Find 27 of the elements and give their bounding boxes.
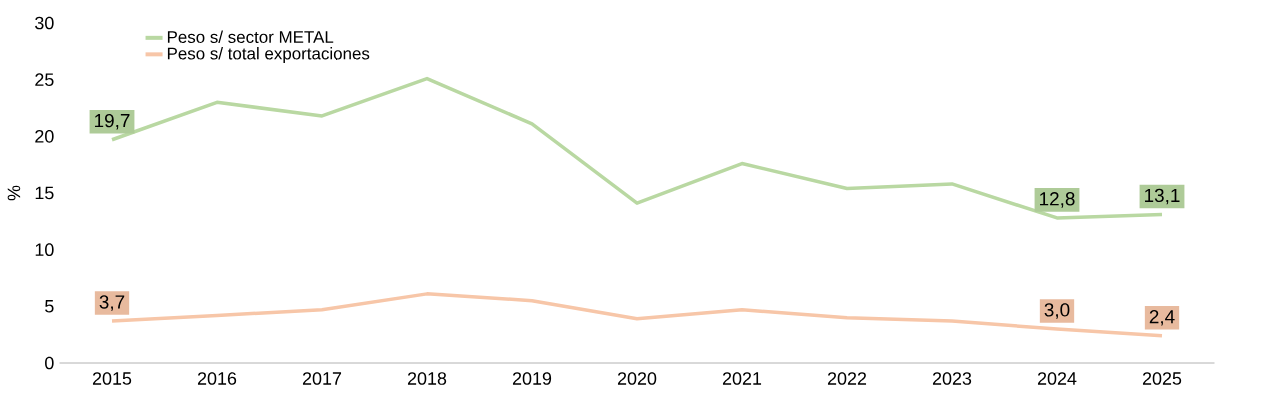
x-tick-label: 2020 [617,372,657,385]
x-tick-label: 2018 [407,372,447,385]
data-label: 3,7 [99,295,125,311]
y-tick-label: 15 [35,186,54,200]
x-tick-label: 2023 [932,372,972,385]
legend-label: Peso s/ sector METAL [167,30,334,44]
x-tick-label: 2019 [512,372,552,385]
y-tick-label: 30 [35,16,54,30]
data-label: 13,1 [1145,188,1180,205]
x-tick-label: 2024 [1037,372,1077,385]
y-tick-label: 20 [35,129,54,143]
x-tick-label: 2022 [827,372,867,385]
x-tick-label: 2017 [302,372,342,385]
y-axis-title: % [7,185,21,201]
data-label: 12,8 [1040,192,1075,208]
x-tick-label: 2015 [92,372,132,385]
y-tick-label: 5 [45,300,54,313]
y-tick-label: 0 [45,356,54,370]
y-tick-label: 10 [35,243,54,257]
x-tick-label: 2025 [1142,372,1182,385]
x-tick-label: 2016 [197,372,237,385]
data-label: 19,7 [95,113,130,130]
data-label: 3,0 [1044,303,1070,319]
y-tick-label: 25 [35,73,54,87]
x-tick-label: 2021 [722,372,762,385]
legend-label: Peso s/ total exportaciones [167,47,370,63]
data-label: 2,4 [1149,309,1175,326]
